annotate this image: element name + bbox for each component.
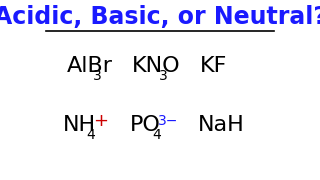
Text: 3: 3 — [93, 69, 101, 83]
Text: PO: PO — [130, 115, 161, 135]
Text: 4: 4 — [86, 128, 95, 142]
Text: AlBr: AlBr — [67, 56, 113, 76]
Text: 4: 4 — [152, 128, 161, 142]
Text: KNO: KNO — [132, 56, 181, 76]
Text: NaH: NaH — [198, 115, 245, 135]
Text: KF: KF — [199, 56, 227, 76]
Text: +: + — [93, 112, 108, 130]
Text: Acidic, Basic, or Neutral?: Acidic, Basic, or Neutral? — [0, 5, 320, 29]
Text: NH: NH — [62, 115, 96, 135]
Text: 3−: 3− — [158, 114, 179, 128]
Text: 3: 3 — [159, 69, 168, 83]
